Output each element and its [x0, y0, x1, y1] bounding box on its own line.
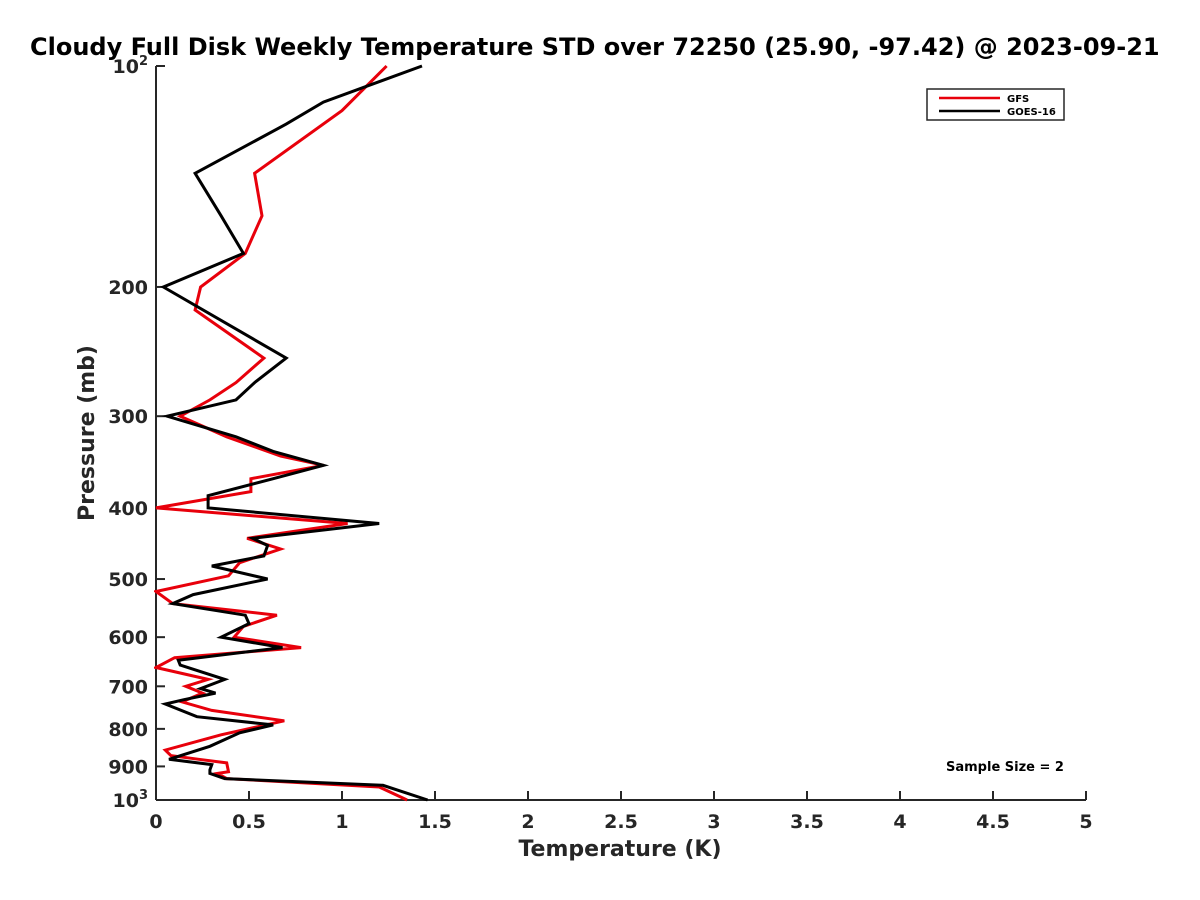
y-tick-label: 900	[108, 756, 148, 778]
x-tick-label: 2	[521, 811, 534, 833]
x-tick-label: 0	[149, 811, 162, 833]
x-axis-ticks: 0 0.5 1 1.5 2 2.5 3 3.5 4 4.5 5	[149, 791, 1093, 833]
y-tick-label: 600	[108, 627, 148, 649]
x-axis-label: Temperature (K)	[518, 837, 721, 862]
y-tick-label: 102	[113, 54, 149, 78]
x-tick-label: 5	[1079, 811, 1092, 833]
x-tick-label: 3	[707, 811, 720, 833]
chart-title: Cloudy Full Disk Weekly Temperature STD …	[30, 33, 1160, 61]
legend-label-gfs: GFS	[1007, 94, 1029, 105]
legend: GFS GOES-16	[926, 88, 1065, 121]
legend-box	[926, 88, 1065, 121]
x-tick-label: 4.5	[976, 811, 1010, 833]
x-tick-label: 2.5	[604, 811, 638, 833]
y-tick-label: 400	[108, 498, 148, 520]
y-tick-label: 200	[108, 277, 148, 299]
x-tick-label: 3.5	[790, 811, 824, 833]
y-axis-label: Pressure (mb)	[75, 345, 100, 521]
series-line-gfs	[154, 64, 408, 802]
legend-label-goes16: GOES-16	[1007, 107, 1056, 118]
y-axis-ticks: 102 200 300 400 500 600 700 800 900 103	[108, 54, 165, 812]
y-tick-label: 103	[113, 788, 149, 812]
x-tick-label: 0.5	[232, 811, 266, 833]
y-tick-label: 300	[108, 406, 148, 428]
y-tick-label: 500	[108, 569, 148, 591]
y-tick-label: 700	[108, 676, 148, 698]
series-layer	[154, 64, 429, 802]
x-tick-label: 1.5	[418, 811, 452, 833]
x-tick-label: 1	[335, 811, 348, 833]
x-tick-label: 4	[893, 811, 906, 833]
y-tick-label: 800	[108, 719, 148, 741]
series-line-goes16	[160, 64, 429, 802]
sample-size-annotation: Sample Size = 2	[946, 760, 1064, 775]
